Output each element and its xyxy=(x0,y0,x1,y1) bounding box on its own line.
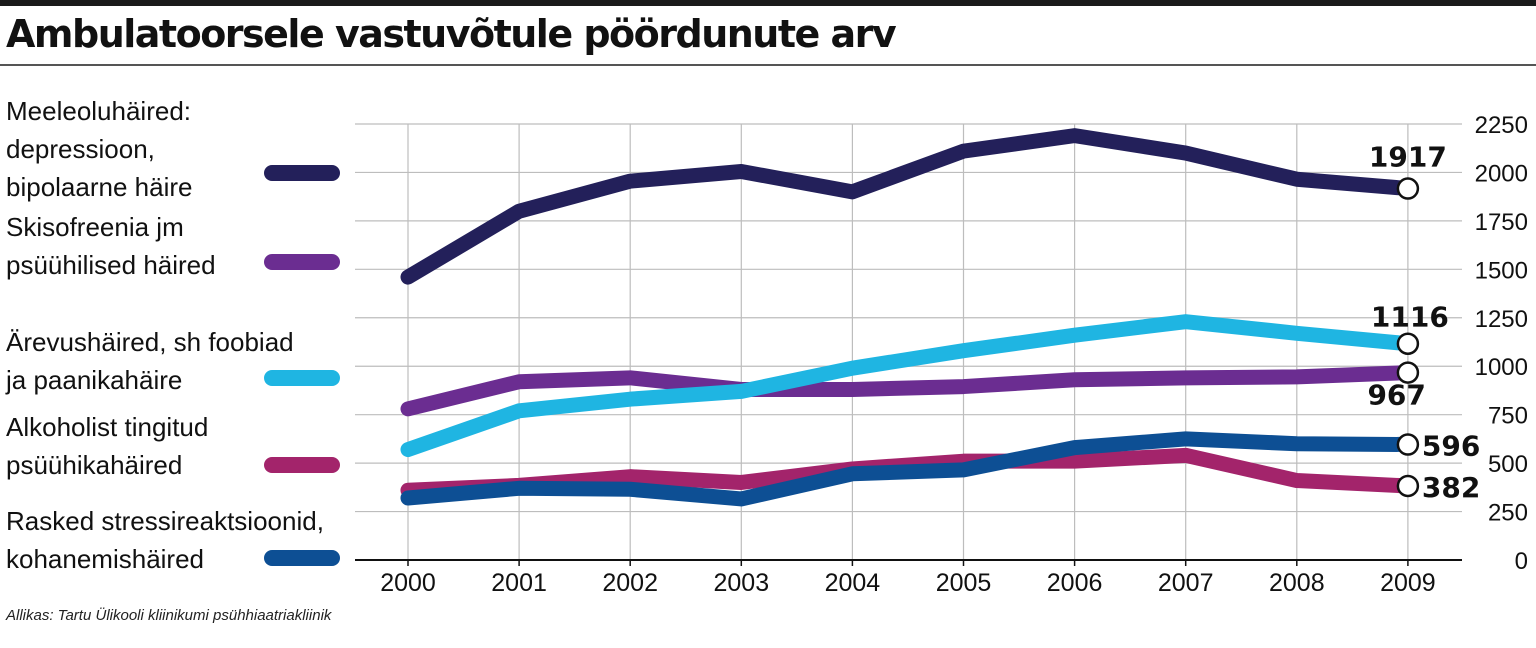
legend-line: ja paanikahäire xyxy=(6,365,183,395)
end-marker-1 xyxy=(1396,177,1420,200)
x-tick-label: 2009 xyxy=(1380,569,1436,597)
x-tick-label: 2008 xyxy=(1269,569,1325,597)
y-tick-label: 1500 xyxy=(1475,257,1528,284)
x-tick-label: 2007 xyxy=(1158,569,1214,597)
x-tick-label: 2003 xyxy=(713,569,769,597)
y-tick-label: 1250 xyxy=(1475,306,1528,333)
data-label-1: 1917 xyxy=(1369,141,1447,174)
x-tick-label: 2004 xyxy=(825,569,881,597)
legend-swatch-4 xyxy=(264,457,340,473)
legend-line: kohanemishäired xyxy=(6,544,205,574)
y-tick-label: 500 xyxy=(1488,451,1528,478)
legend-line: psüühikahäired xyxy=(6,450,183,480)
legend-label-5: Rasked stressireaktsioonid, kohanemishäir… xyxy=(6,502,324,578)
end-marker-5 xyxy=(1396,433,1420,456)
x-tick-label: 2002 xyxy=(602,569,658,597)
legend-line: depressioon, xyxy=(6,134,155,164)
x-tick-label: 2000 xyxy=(380,569,436,597)
x-tick-label: 2005 xyxy=(936,569,992,597)
series-line-3 xyxy=(400,314,1416,458)
legend-line: bipolaarne häire xyxy=(6,172,193,202)
y-tick-label: 1750 xyxy=(1475,209,1528,236)
series-line-5 xyxy=(400,431,1416,507)
data-label-2: 967 xyxy=(1367,379,1425,412)
legend-label-2: Skisofreenia jm psüühilised häired xyxy=(6,208,216,284)
title-rule xyxy=(0,64,1536,66)
chart-title: Ambulatoorsele vastuvõtule pöördunute ar… xyxy=(6,12,897,56)
y-tick-label: 250 xyxy=(1488,500,1528,527)
x-tick-label: 2001 xyxy=(491,569,547,597)
y-tick-label: 750 xyxy=(1488,403,1528,430)
end-marker-2 xyxy=(1396,361,1420,384)
legend-label-1: Meeleoluhäired: depressioon, bipolaarne hä… xyxy=(6,92,192,206)
y-tick-label: 0 xyxy=(1515,548,1528,575)
series-line-2 xyxy=(400,365,1416,417)
y-tick-label: 1000 xyxy=(1475,354,1528,381)
legend-line: Skisofreenia jm xyxy=(6,212,184,242)
legend-line: Ärevushäired, sh foobiad xyxy=(6,327,294,357)
legend-line: psüühilised häired xyxy=(6,250,216,280)
legend-label-3: Ärevushäired, sh foobiad ja paanikahäire xyxy=(6,323,294,399)
data-label-3: 1116 xyxy=(1371,301,1449,334)
end-marker-4 xyxy=(1396,474,1420,498)
legend-label-4: Alkoholist tingitud psüühikahäired xyxy=(6,408,208,484)
data-label-5: 596 xyxy=(1422,430,1480,463)
y-tick-label: 2250 xyxy=(1475,112,1528,139)
legend-line: Meeleoluhäired: xyxy=(6,96,192,126)
legend-line: Rasked stressireaktsioonid, xyxy=(6,506,324,536)
legend-swatch-5 xyxy=(264,550,340,566)
legend-swatch-2 xyxy=(264,254,340,270)
gridlines xyxy=(355,123,1462,560)
x-tick-label: 2006 xyxy=(1047,569,1103,597)
legend-line: Alkoholist tingitud xyxy=(6,412,209,442)
data-label-4: 382 xyxy=(1422,471,1480,504)
legend-swatch-3 xyxy=(264,370,340,386)
source-note: Allikas: Tartu Ülikooli kliinikumi psühh… xyxy=(6,607,332,624)
top-rule xyxy=(0,0,1536,6)
series-line-1 xyxy=(400,128,1416,285)
legend-swatch-1 xyxy=(264,165,340,181)
y-tick-label: 2000 xyxy=(1475,160,1528,187)
end-marker-3 xyxy=(1396,332,1420,355)
